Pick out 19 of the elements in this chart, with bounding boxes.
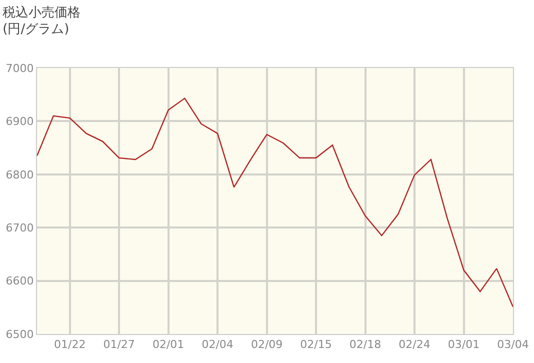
y-tick-label: 6700 <box>6 221 34 234</box>
x-tick-label: 01/27 <box>103 338 135 352</box>
y-tick-label: 6900 <box>6 115 34 128</box>
y-tick-label: 6600 <box>6 274 34 288</box>
x-tick-label: 01/22 <box>54 338 86 352</box>
chart-subtitle: (円/グラム) <box>2 22 70 38</box>
x-tick-label: 02/09 <box>250 338 283 352</box>
x-tick-label: 02/04 <box>202 338 234 352</box>
x-tick-label: 02/01 <box>152 338 184 352</box>
x-tick-label: 02/24 <box>398 338 430 352</box>
y-tick-label: 7000 <box>6 62 34 75</box>
line-series <box>37 98 513 308</box>
chart-title: 税込小売価格 <box>2 5 81 20</box>
x-tick-label: 02/15 <box>300 338 332 352</box>
x-tick-label: 03/01 <box>448 338 480 352</box>
x-tick-label: 03/04 <box>497 338 529 352</box>
y-tick-label: 6800 <box>6 168 34 182</box>
y-tick-label: 6500 <box>6 328 34 341</box>
x-tick-label: 02/18 <box>349 338 382 352</box>
